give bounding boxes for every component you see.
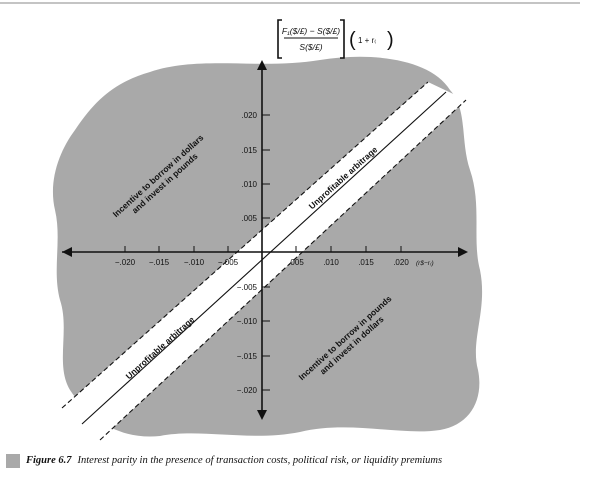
formula-numerator: F₁($/£) − S($/£) (282, 26, 340, 36)
x-tick-neg-010: −.010 (184, 258, 205, 267)
formula-left-bracket (277, 19, 282, 59)
formula-factor: 1 + r₍ (358, 36, 376, 45)
y-axis-formula: F₁($/£) − S($/£) S($/£) ( 1 + r₍ ) (277, 19, 394, 59)
y-tick-neg-010: −.010 (237, 317, 258, 326)
y-tick-015: .015 (241, 146, 257, 155)
x-tick-015: .015 (358, 258, 374, 267)
caption-text: Interest parity in the presence of trans… (77, 455, 443, 466)
caption-number: Figure 6.7 (26, 455, 72, 466)
x-tick-020: .020 (393, 258, 409, 267)
x-tick-neg-005: −.005 (218, 258, 239, 267)
x-tick-neg-020: −.020 (115, 258, 136, 267)
x-tick-neg-015: −.015 (149, 258, 170, 267)
x-tick-010: .010 (323, 258, 339, 267)
x-axis-label: (r$−r₍) (416, 260, 434, 267)
y-tick-neg-020: −.020 (237, 386, 258, 395)
caption-swatch (6, 454, 20, 468)
y-tick-020: .020 (241, 111, 257, 120)
formula-close-paren: ) (387, 29, 394, 51)
y-ticks (262, 114, 270, 391)
x-ticks (124, 246, 402, 252)
figure-caption: Figure 6.7 Interest parity in the presenc… (26, 455, 601, 466)
y-axis-up-arrow (257, 60, 267, 70)
y-tick-005: .005 (241, 214, 257, 223)
y-tick-010: .010 (241, 180, 257, 189)
interest-parity-line (81, 91, 447, 425)
y-tick-neg-005: −.005 (237, 283, 258, 292)
y-axis-down-arrow (257, 410, 267, 420)
formula-right-bracket (340, 19, 345, 59)
x-tick-005: .005 (288, 258, 304, 267)
band-upper-boundary (61, 81, 429, 409)
x-axis-right-arrow (458, 247, 468, 257)
formula-open-paren: ( (349, 29, 356, 51)
band-lower-boundary (99, 99, 467, 441)
y-tick-neg-015: −.015 (237, 352, 258, 361)
formula-denominator: S($/£) (299, 42, 322, 52)
x-axis-left-arrow (62, 247, 72, 257)
